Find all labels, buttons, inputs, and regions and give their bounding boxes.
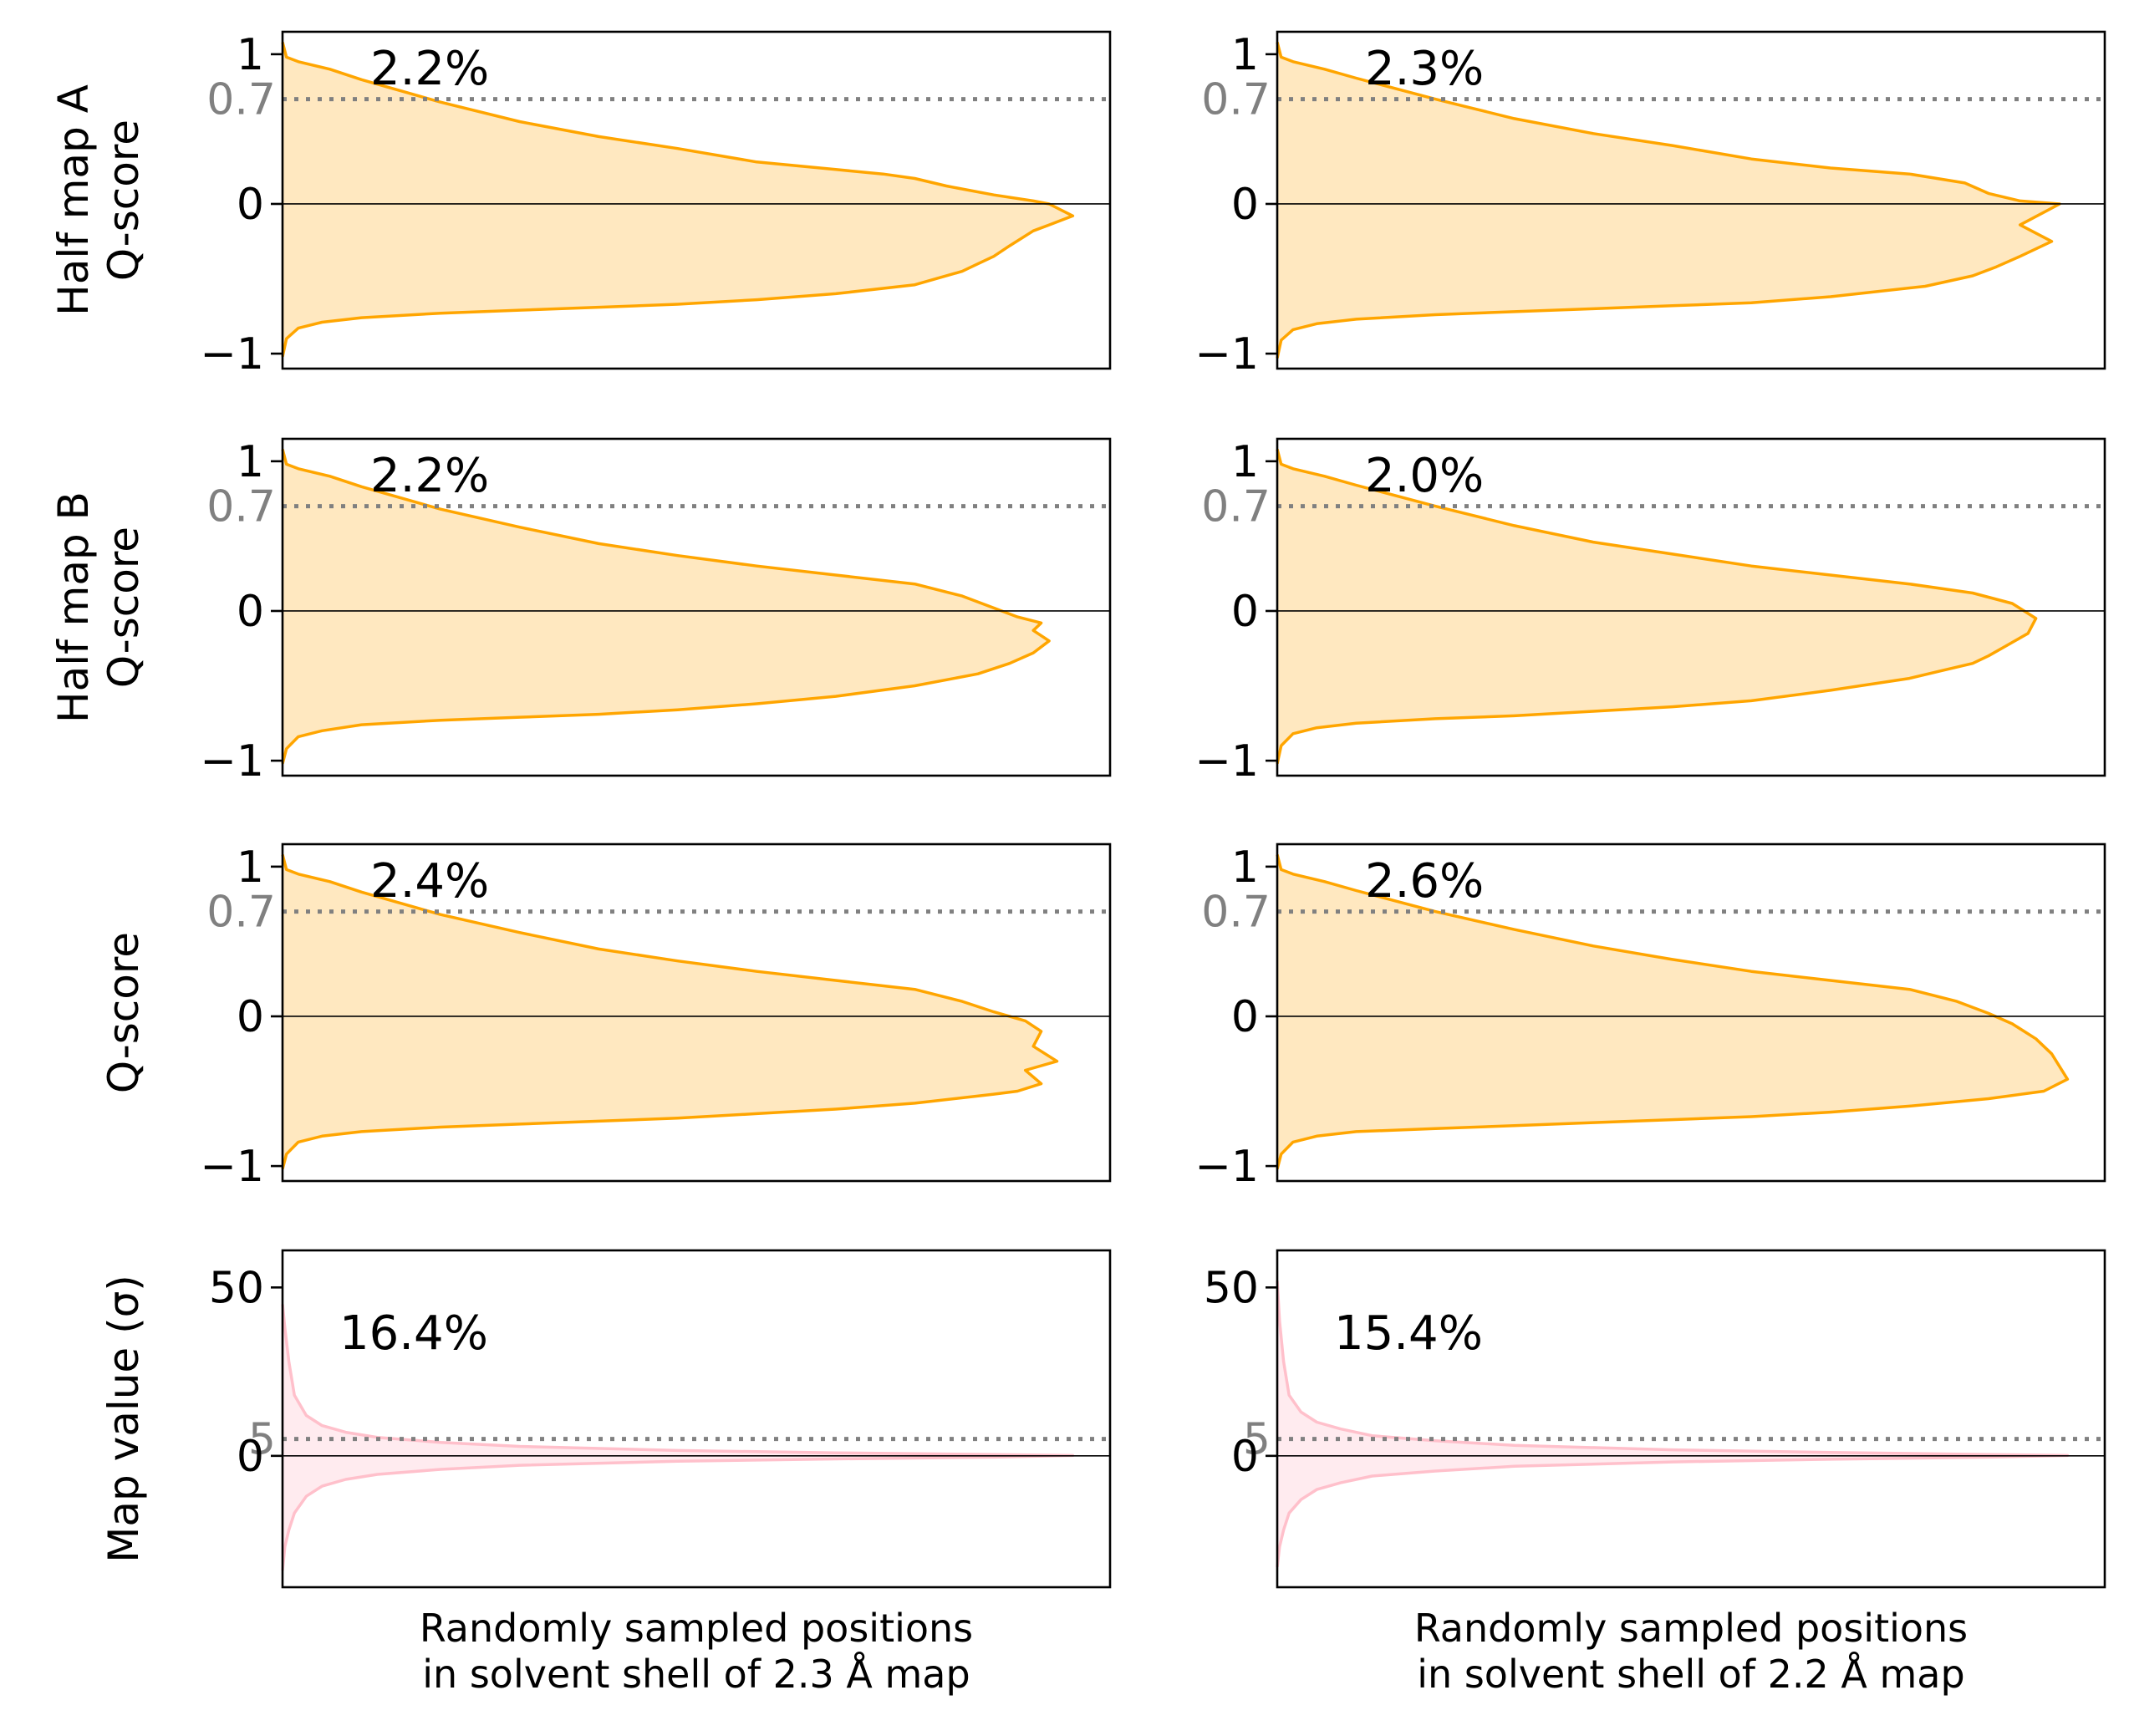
distribution-outline bbox=[281, 854, 1059, 1170]
y-axis-label: Q-score bbox=[99, 932, 148, 1093]
percent-annotation: 2.0% bbox=[1365, 449, 1484, 503]
axes-frame bbox=[1276, 437, 2106, 777]
y-tick-label: −1 bbox=[1194, 1142, 1259, 1192]
distribution-fill bbox=[1277, 854, 2068, 1169]
distribution-outline bbox=[1276, 854, 2070, 1170]
subplot-0-0: 0.71 0 −1 2.2% Half map A Q-score bbox=[49, 30, 1112, 379]
threshold-label: 0.7 bbox=[206, 75, 276, 125]
y-tick-label: 0 bbox=[237, 180, 264, 230]
x-axis-label: in solvent shell of 2.2 Å map bbox=[1417, 1652, 1964, 1697]
y-tick-label: −1 bbox=[200, 329, 264, 379]
y-tick-label: 1 bbox=[237, 437, 264, 487]
y-tick-label: 1 bbox=[237, 30, 264, 80]
distribution-outline bbox=[1276, 449, 2038, 765]
y-tick-label: 1 bbox=[1231, 30, 1259, 80]
percent-annotation: 2.4% bbox=[370, 854, 489, 909]
y-tick-label: −1 bbox=[200, 1142, 264, 1192]
threshold-label: 0.7 bbox=[1201, 75, 1271, 125]
y-tick-label: 1 bbox=[1231, 437, 1259, 487]
y-axis-label: Half map A bbox=[49, 84, 98, 316]
y-tick-label: 0 bbox=[1231, 1432, 1259, 1482]
x-axis-label: in solvent shell of 2.3 Å map bbox=[422, 1652, 970, 1697]
threshold-label: 0.7 bbox=[1201, 482, 1271, 532]
y-tick-label: 0 bbox=[237, 1432, 264, 1482]
axes-frame bbox=[1276, 1249, 2106, 1589]
y-tick-label: 0 bbox=[237, 992, 264, 1042]
x-axis-label: Randomly sampled positions bbox=[420, 1606, 973, 1651]
distribution-fill bbox=[283, 449, 1050, 764]
subplot-1-1: 0.71 0 −1 2.0% bbox=[1194, 437, 2106, 787]
axes-frame bbox=[281, 437, 1112, 777]
y-tick-label: 0 bbox=[1231, 587, 1259, 637]
percent-annotation: 2.2% bbox=[370, 42, 489, 96]
distribution-outline bbox=[281, 42, 1075, 358]
distribution-fill bbox=[283, 42, 1073, 357]
y-tick-label: −1 bbox=[1194, 329, 1259, 379]
percent-annotation: 15.4% bbox=[1334, 1306, 1483, 1361]
percent-annotation: 2.6% bbox=[1365, 854, 1484, 909]
y-tick-label: 1 bbox=[1231, 843, 1259, 893]
axes-frame bbox=[1276, 843, 2106, 1183]
threshold-label: 0.7 bbox=[206, 888, 276, 938]
subplot-2-0: 0.71 0 −1 2.4% Q-score bbox=[99, 843, 1112, 1192]
subplot-0-1: 0.71 0 −1 2.3% bbox=[1194, 30, 2106, 379]
subplot-2-1: 0.71 0 −1 2.6% bbox=[1194, 843, 2106, 1192]
axes-frame bbox=[281, 843, 1112, 1183]
distribution-fill bbox=[283, 854, 1057, 1169]
y-tick-label: 0 bbox=[1231, 992, 1259, 1042]
y-tick-label: 50 bbox=[209, 1263, 264, 1313]
y-tick-label: 1 bbox=[237, 843, 264, 893]
y-tick-label: 0 bbox=[1231, 180, 1259, 230]
y-axis-label: Half map B bbox=[49, 491, 98, 723]
percent-annotation: 2.3% bbox=[1365, 42, 1484, 96]
y-tick-label: −1 bbox=[200, 736, 264, 787]
x-axis-label: Randomly sampled positions bbox=[1414, 1606, 1968, 1651]
threshold-label: 0.7 bbox=[1201, 888, 1271, 938]
y-axis-label: Q-score bbox=[99, 120, 148, 281]
subplot-1-0: 0.71 0 −1 2.2% Half map B Q-score bbox=[49, 437, 1112, 787]
threshold-label: 0.7 bbox=[206, 482, 276, 532]
distribution-fill bbox=[1277, 42, 2060, 359]
y-tick-label: 0 bbox=[237, 587, 264, 637]
distribution-outline bbox=[281, 449, 1051, 765]
y-tick-label: 50 bbox=[1204, 1263, 1259, 1313]
y-axis-label: Q-score bbox=[99, 527, 148, 688]
percent-annotation: 16.4% bbox=[339, 1306, 488, 1361]
percent-annotation: 2.2% bbox=[370, 449, 489, 503]
y-axis-label: Map value (σ) bbox=[99, 1275, 148, 1563]
axes-frame bbox=[281, 1249, 1112, 1589]
y-tick-label: −1 bbox=[1194, 736, 1259, 787]
distribution-outline bbox=[1276, 42, 2061, 359]
axes-frame bbox=[281, 30, 1112, 370]
distribution-fill bbox=[1277, 449, 2036, 764]
axes-frame bbox=[1276, 30, 2106, 370]
